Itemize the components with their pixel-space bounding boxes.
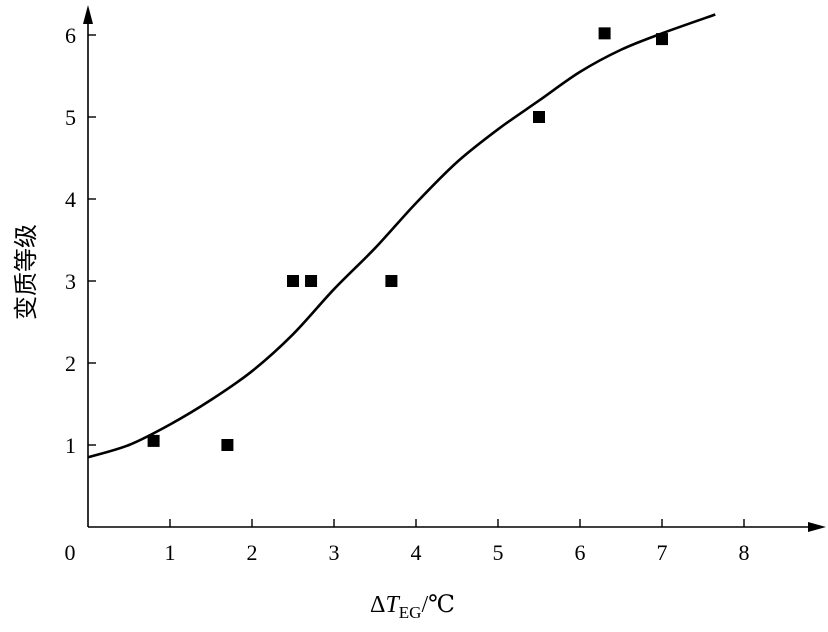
y-axis-title: 变质等级 — [12, 224, 40, 320]
x-axis-title-symbol: T — [385, 592, 400, 618]
curve-layer — [87, 13, 716, 459]
x-axis-title-subscript: EG — [399, 603, 422, 622]
x-tick-label: 4 — [411, 540, 422, 565]
origin-label: 0 — [65, 540, 76, 565]
y-tick-label: 3 — [65, 269, 76, 294]
fit-curve — [87, 13, 716, 459]
y-tick-label: 4 — [65, 187, 76, 212]
x-axis-title-prefix: Δ — [370, 592, 385, 618]
data-point — [287, 275, 299, 287]
x-tick-label: 7 — [657, 540, 668, 565]
x-tick-label: 8 — [739, 540, 750, 565]
data-point — [305, 275, 318, 287]
x-tick-label: 5 — [493, 540, 504, 565]
y-axis-arrow — [83, 5, 93, 24]
x-tick-label: 3 — [329, 540, 340, 565]
x-axis-title: ΔTEG/℃ — [370, 592, 455, 622]
x-tick-label: 1 — [165, 540, 176, 565]
y-tick-label: 1 — [65, 433, 76, 458]
x-tick-label: 2 — [247, 540, 258, 565]
y-tick-label: 2 — [65, 351, 76, 376]
x-axis-arrow — [808, 522, 826, 532]
x-axis-title-suffix: /℃ — [421, 592, 455, 618]
y-tick-label: 6 — [65, 23, 76, 48]
data-point — [147, 434, 160, 447]
data-point — [656, 33, 668, 46]
y-ticks: 1 2 3 4 5 6 — [65, 23, 96, 458]
y-tick-label: 5 — [65, 105, 76, 130]
x-ticks: 1 2 3 4 5 6 7 8 — [165, 519, 750, 565]
marker-layer — [147, 27, 668, 451]
data-point — [385, 275, 398, 287]
x-tick-label: 6 — [575, 540, 586, 565]
data-point — [598, 27, 611, 40]
axes — [83, 5, 826, 532]
data-point — [533, 111, 545, 123]
data-point — [221, 439, 234, 451]
